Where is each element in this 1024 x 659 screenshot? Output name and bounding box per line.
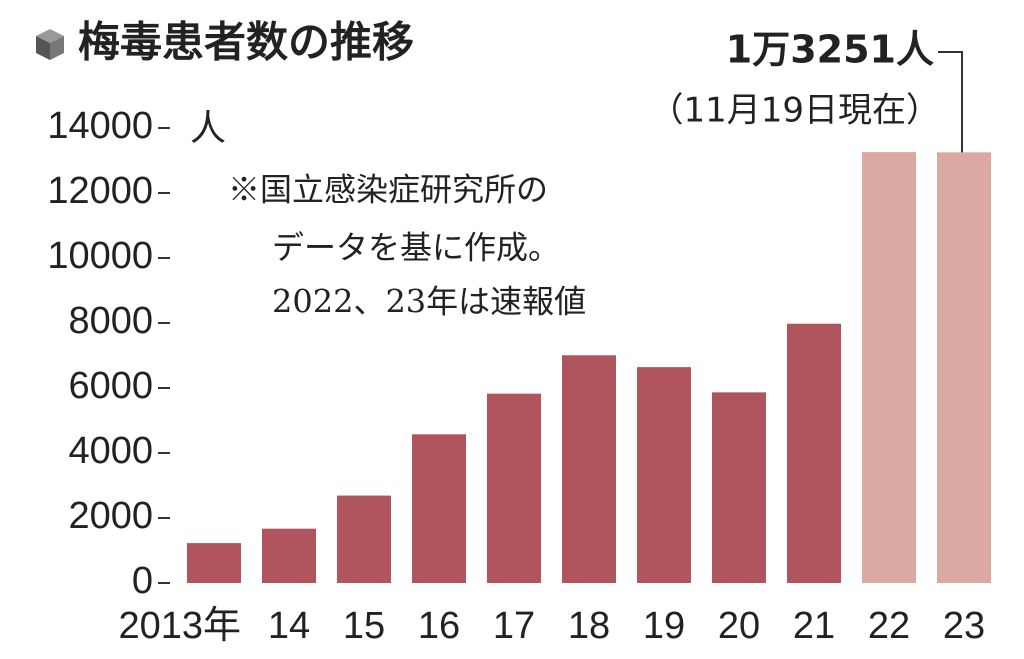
value-label: 1万3251人 [726,28,934,72]
y-tick-label: 6000 [68,365,153,407]
bar [712,392,766,583]
y-tick-label: 2000 [68,495,153,537]
note-line: 2022、23年は速報値 [272,283,586,321]
title-icon [36,29,64,60]
x-tick-label: 15 [343,605,385,647]
x-tick-label: 23 [943,605,985,647]
x-tick-label: 22 [868,605,910,647]
x-tick-label: 16 [418,605,460,647]
x-tick-label: 2013年 [118,605,241,647]
bar [187,543,241,583]
y-tick-label: 12000 [47,170,153,212]
y-tick-label: 4000 [68,430,153,472]
bar [637,367,691,583]
bar [787,323,841,583]
y-unit: 人 [190,108,226,149]
x-tick-label: 20 [718,605,760,647]
bar [337,495,391,583]
annotation: （11月19日現在） [649,91,940,131]
y-tick-label: 10000 [47,235,153,277]
bar [862,152,916,584]
note-line: ※国立感染症研究所の [228,171,548,209]
leader-line [938,51,963,153]
x-tick-label: 14 [268,605,310,647]
x-tick-label: 19 [643,605,685,647]
bar [487,393,541,583]
x-tick-label: 21 [793,605,835,647]
note-line: データを基に作成。 [272,229,560,267]
bar [937,152,991,583]
y-tick-label: 8000 [68,300,153,342]
y-tick-label: 0 [132,560,153,602]
bar [262,528,316,583]
chart-title: 梅毒患者数の推移 [78,18,414,67]
x-tick-label: 18 [568,605,610,647]
x-tick-label: 17 [493,605,535,647]
bar [412,434,466,583]
y-tick-label: 14000 [47,105,153,147]
bar [562,355,616,583]
